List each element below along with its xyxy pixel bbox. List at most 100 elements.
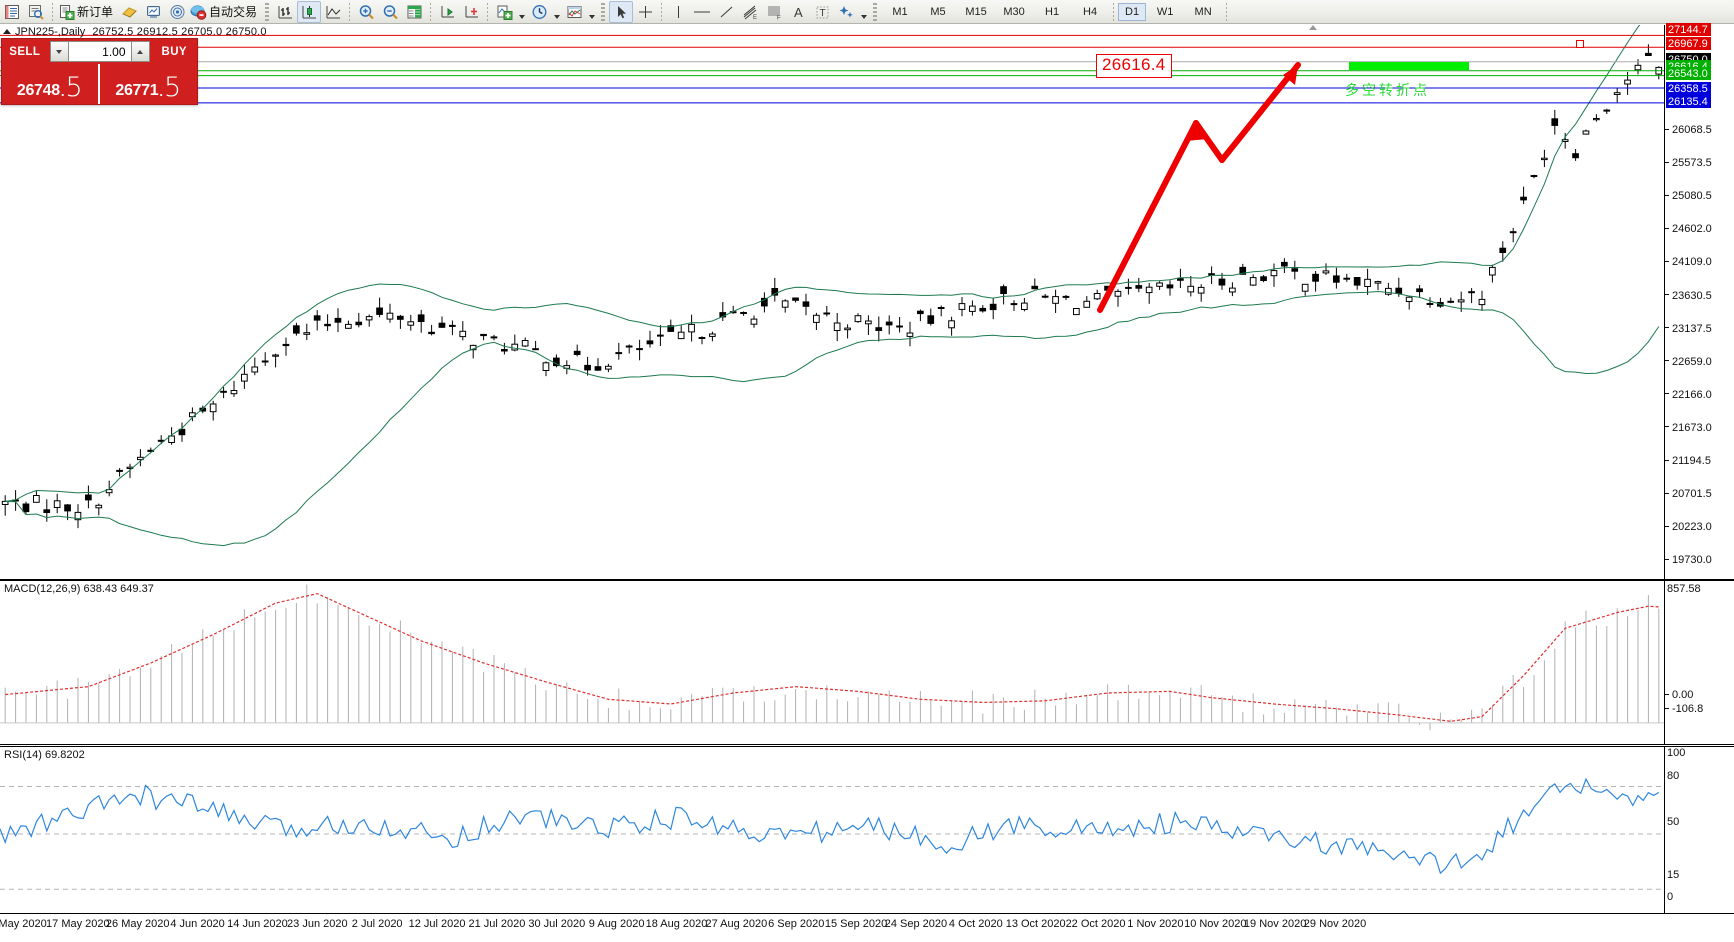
price-level-label[interactable]: 26358.5 — [1666, 82, 1711, 95]
buy-price-cell[interactable]: 26771 . 5 — [100, 64, 198, 104]
date-tick-label: 10 Nov 2020 — [1184, 918, 1247, 930]
volume-input[interactable]: 1.00 — [68, 41, 131, 62]
macd-scale[interactable]: 857.58 0.00 -106.8 — [1665, 581, 1734, 744]
templates-icon[interactable] — [562, 1, 586, 23]
chart-shift-icon[interactable] — [435, 1, 459, 23]
zoom-in-icon[interactable] — [354, 1, 378, 23]
date-tick-label: 24 Sep 2020 — [884, 918, 948, 930]
zoom-out-icon[interactable] — [378, 1, 402, 23]
timeframe-h4-button[interactable]: H4 — [1083, 5, 1098, 18]
buy-price-integer: 26771 — [115, 82, 159, 99]
shapes-icon[interactable] — [834, 1, 858, 23]
price-chart-svg — [0, 25, 1664, 547]
toolbar-separator-7 — [661, 2, 663, 21]
macd-tick-label: -106.8 — [1665, 703, 1703, 715]
templates-chevron-down-icon[interactable] — [586, 0, 597, 26]
candlestick-chart-icon[interactable] — [297, 0, 322, 23]
add-indicator-chevron-down-icon[interactable] — [516, 0, 527, 26]
market-watch-icon[interactable] — [165, 1, 189, 23]
price-scale[interactable]: 26068.5 25573.5 25080.5 24602.0 24109.0 23630… — [1665, 23, 1734, 599]
buy-button[interactable]: BUY — [161, 45, 187, 58]
rsi-plot-area[interactable] — [0, 747, 1664, 913]
equidistant-channel-icon[interactable]: E — [738, 1, 762, 23]
timeframe-m5-button[interactable]: M5 — [930, 5, 946, 18]
horizontal-line-icon[interactable] — [690, 1, 714, 23]
price-pane[interactable]: 26068.5 25573.5 25080.5 24602.0 24109.0 23630… — [0, 23, 1734, 599]
timeframe-h1-button[interactable]: H1 — [1045, 5, 1060, 18]
main-toolbar[interactable]: 新订单 自动交易 — [0, 0, 1734, 24]
level-handle-26967[interactable] — [1576, 40, 1584, 48]
rsi-tick-label: 100 — [1667, 747, 1686, 759]
price-level-label[interactable]: 26967.9 — [1666, 37, 1711, 50]
sell-button[interactable]: SELL — [9, 45, 41, 58]
periods-chevron-down-icon[interactable] — [551, 0, 562, 26]
data-window-grid-icon[interactable] — [402, 1, 426, 23]
collapse-triangle-icon[interactable] — [3, 29, 11, 34]
price-tick-label: 26068.5 — [1665, 124, 1712, 136]
timeframe-m1-button[interactable]: M1 — [892, 5, 908, 18]
price-level-label[interactable]: 26543.0 — [1666, 67, 1711, 80]
rsi-scale[interactable]: 100 80 50 15 0 — [1665, 747, 1734, 913]
timeframe-mn-button[interactable]: MN — [1194, 5, 1212, 18]
price-tag-annotation[interactable]: 26616.4 — [1096, 54, 1172, 78]
price-tick-label: 21673.0 — [1665, 422, 1712, 434]
macd-pane[interactable]: MACD(12,26,9) 638.43 649.37 857.58 0.00 -1… — [0, 580, 1734, 745]
toolbar-separator-8 — [873, 2, 878, 21]
macd-axis-line — [1664, 581, 1665, 744]
date-tick-label: 7 May 2020 — [0, 918, 47, 930]
chart-symbol-label: JPN225-,Daily — [15, 25, 86, 38]
history-center-icon[interactable] — [117, 1, 141, 23]
one-click-trading-panel[interactable]: SELL 1.00 BUY 26748 . 5 26771 . 5 — [1, 38, 198, 105]
price-level-label[interactable]: 26135.4 — [1666, 95, 1711, 108]
shapes-chevron-down-icon[interactable] — [858, 0, 869, 26]
fibonacci-retracement-icon[interactable]: F — [762, 1, 786, 23]
auto-trading-button[interactable]: 自动交易 — [189, 1, 261, 23]
crosshair-icon[interactable] — [633, 1, 657, 23]
rsi-tick-label: 80 — [1667, 770, 1680, 782]
scale-up-triangle-icon[interactable] — [1309, 25, 1317, 30]
add-indicator-icon[interactable] — [492, 1, 516, 23]
periods-icon[interactable] — [527, 1, 551, 23]
trendline-icon[interactable] — [714, 1, 738, 23]
price-tick-label: 22166.0 — [1665, 389, 1712, 401]
timeframe-m30-button[interactable]: M30 — [1003, 5, 1025, 18]
price-axis-line — [1664, 25, 1665, 579]
cursor-icon[interactable] — [609, 0, 634, 23]
svg-text:E: E — [753, 15, 757, 20]
date-tick-label: 19 Nov 2020 — [1243, 918, 1307, 930]
timeframe-m15-button[interactable]: M15 — [965, 5, 987, 18]
price-tick-label: 25573.5 — [1665, 157, 1712, 169]
date-tick-label: 18 Aug 2020 — [645, 918, 708, 930]
price-tick-label: 21194.5 — [1665, 455, 1711, 467]
price-level-label[interactable]: 27144.7 — [1666, 23, 1711, 36]
new-order-button[interactable]: 新订单 — [57, 1, 117, 23]
data-window-icon[interactable] — [24, 1, 48, 23]
macd-label: MACD(12,26,9) 638.43 649.37 — [4, 583, 154, 595]
timeframe-d1-button[interactable]: D1 — [1118, 2, 1147, 21]
price-plot-area[interactable] — [0, 25, 1664, 579]
strategy-tester-icon[interactable] — [141, 1, 165, 23]
volume-increment-button[interactable] — [130, 41, 150, 62]
line-chart-icon[interactable] — [321, 1, 345, 23]
timeframe-w1-button[interactable]: W1 — [1156, 5, 1174, 18]
date-tick-label: 9 Aug 2020 — [588, 918, 645, 930]
text-label-icon[interactable]: T — [810, 1, 834, 23]
macd-plot-area[interactable] — [0, 581, 1664, 744]
vertical-line-icon[interactable] — [666, 1, 690, 23]
text-icon[interactable]: A — [786, 1, 810, 23]
resistance-zone-bar[interactable] — [1349, 62, 1469, 70]
macd-tick-label: 0.00 — [1665, 689, 1693, 701]
volume-decrement-button[interactable] — [49, 41, 69, 62]
rsi-pane[interactable]: RSI(14) 69.8202 100 80 50 15 0 — [0, 746, 1734, 913]
new-order-label: 新订单 — [77, 5, 114, 19]
bar-chart-icon[interactable] — [273, 1, 297, 23]
toolbar-separator-2 — [265, 2, 270, 21]
timeframe-group[interactable]: M1 M5 M15 M30 H1 H4 D1 W1 MN — [881, 2, 1222, 21]
terminal-icon[interactable] — [0, 1, 24, 23]
date-tick-label: 1 Nov 2020 — [1127, 918, 1184, 930]
chinese-note-annotation[interactable]: 多空转折点 — [1345, 83, 1430, 99]
sell-price-cell[interactable]: 26748 . 5 — [2, 64, 100, 104]
auto-scroll-icon[interactable] — [459, 1, 483, 23]
price-tick-label: 23137.5 — [1665, 323, 1712, 335]
